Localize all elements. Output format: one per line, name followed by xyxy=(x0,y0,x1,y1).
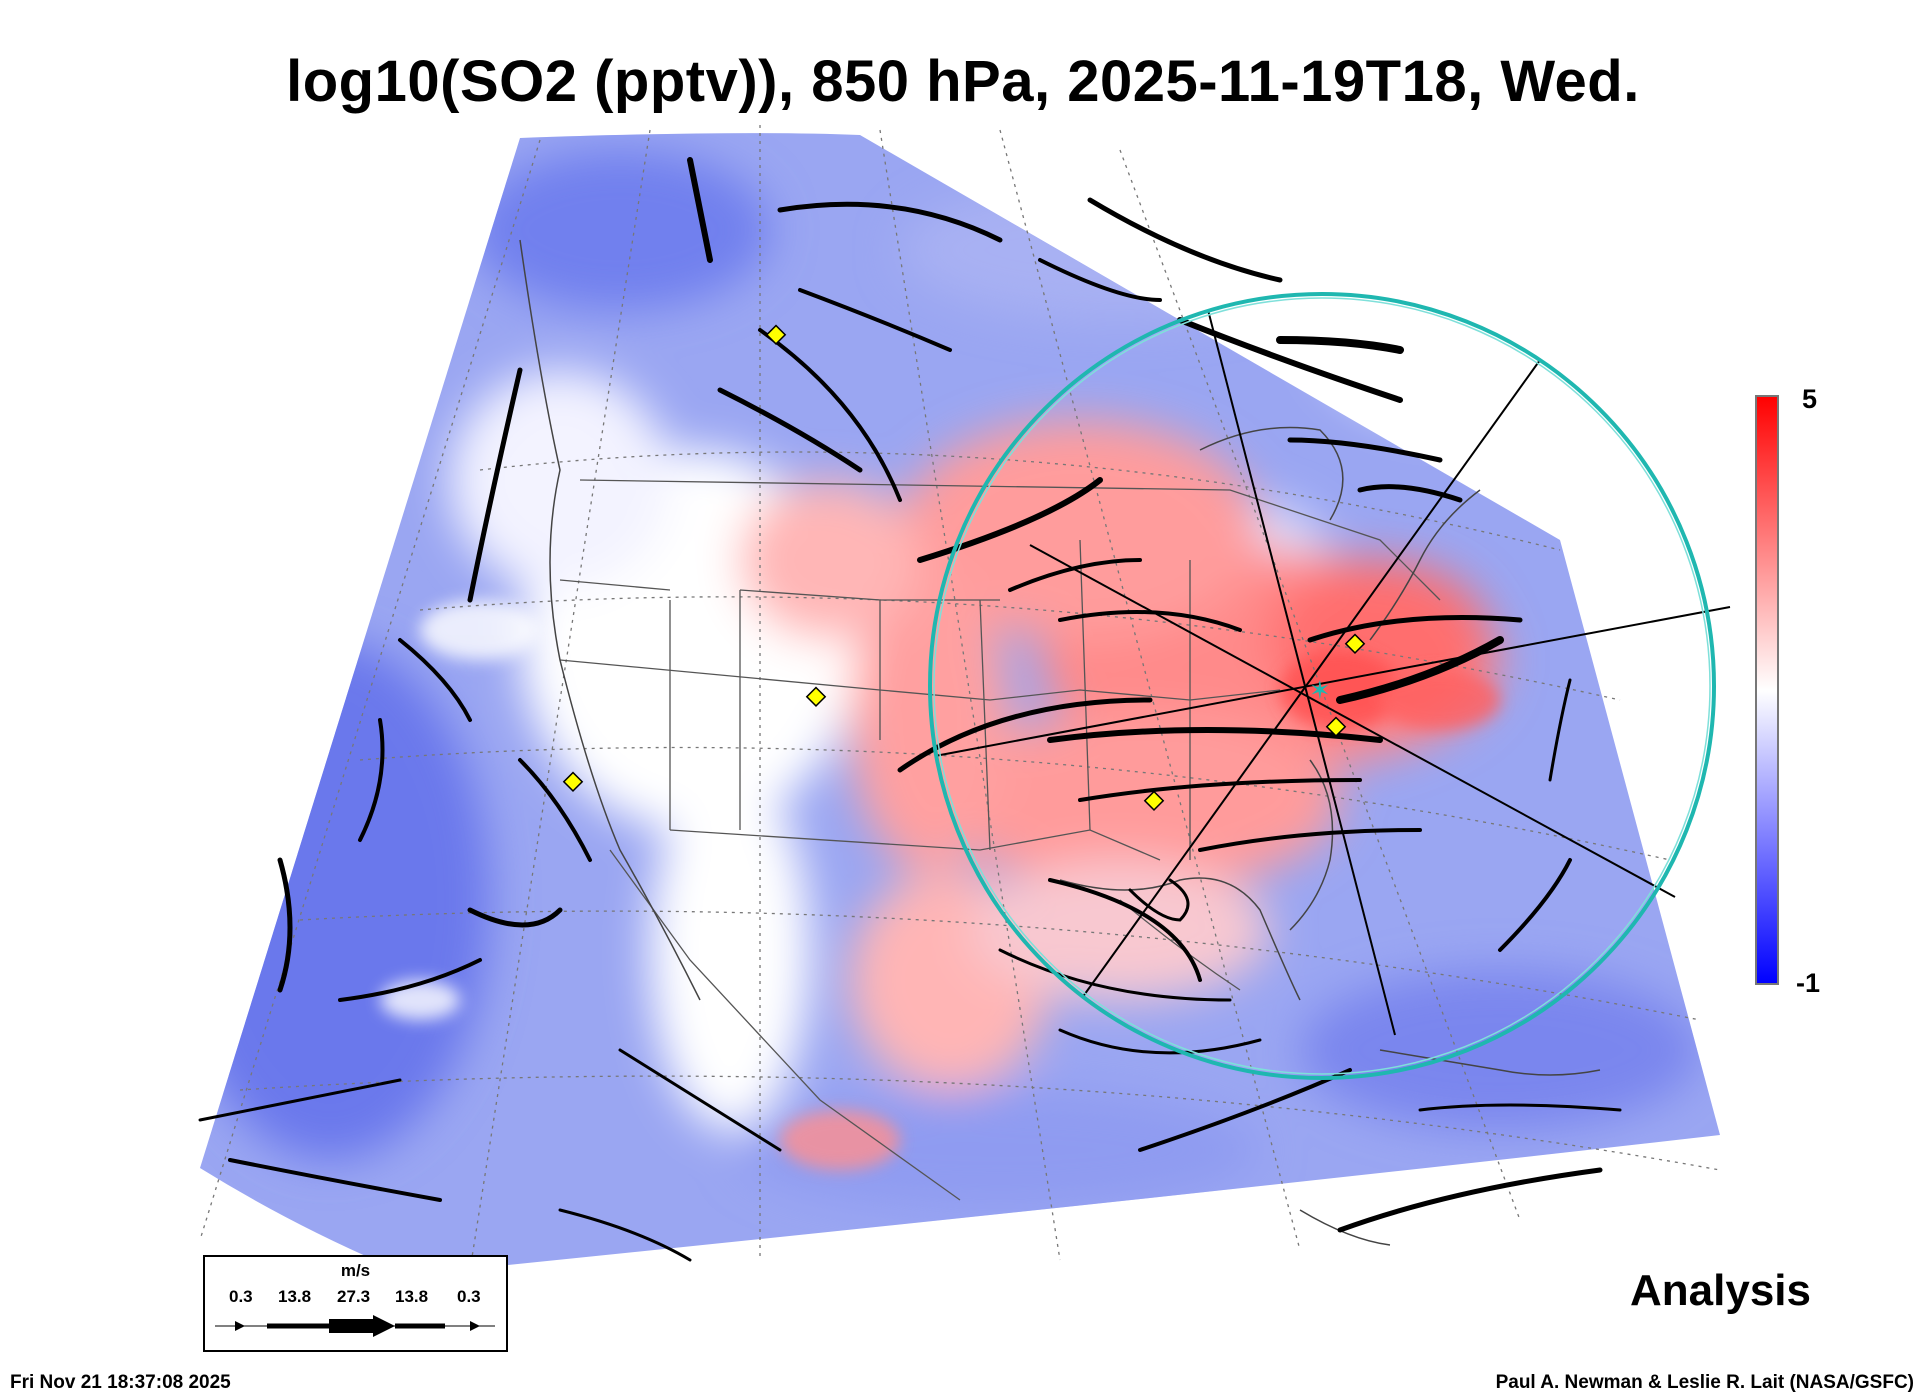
wind-legend-tick: 13.8 xyxy=(395,1287,429,1306)
wind-streamlines xyxy=(198,157,1622,1262)
wind-legend-tick: 0.3 xyxy=(229,1287,253,1306)
wind-legend-tick: 0.3 xyxy=(457,1287,481,1306)
station-marker xyxy=(562,771,584,792)
center-marker: ✶ xyxy=(1309,676,1331,706)
wind-legend-tick: 13.8 xyxy=(278,1287,312,1306)
footer-credit: Paul A. Newman & Leslie R. Lait (NASA/GS… xyxy=(1495,1372,1914,1393)
so2-field xyxy=(200,133,1720,1276)
station-marker xyxy=(1344,633,1366,654)
station-marker xyxy=(1143,790,1165,811)
colorbar-min-label: -1 xyxy=(1796,968,1821,998)
wind-speed-legend: m/s 0.3 13.8 27.3 13.8 0.3 xyxy=(203,1255,508,1352)
colorbar xyxy=(1755,395,1779,985)
station-marker xyxy=(805,686,827,707)
cyan-range-circle xyxy=(928,292,1716,1080)
station-marker xyxy=(765,324,787,345)
plot-title: log10(SO2 (pptv)), 850 hPa, 2025-11-19T1… xyxy=(286,49,1640,114)
coastlines xyxy=(519,239,1601,1246)
analysis-label: Analysis xyxy=(1630,1266,1811,1315)
wind-legend-arrow xyxy=(215,1315,495,1337)
station-markers xyxy=(562,324,1366,811)
footer-timestamp: Fri Nov 21 18:37:08 2025 xyxy=(10,1372,231,1393)
station-marker xyxy=(1325,716,1347,737)
colorbar-max-label: 5 xyxy=(1802,384,1818,414)
wind-legend-unit: m/s xyxy=(340,1261,371,1280)
trajectory-lines xyxy=(934,309,1731,1036)
graticule xyxy=(199,125,1721,1271)
wind-legend-tick: 27.3 xyxy=(337,1287,371,1306)
